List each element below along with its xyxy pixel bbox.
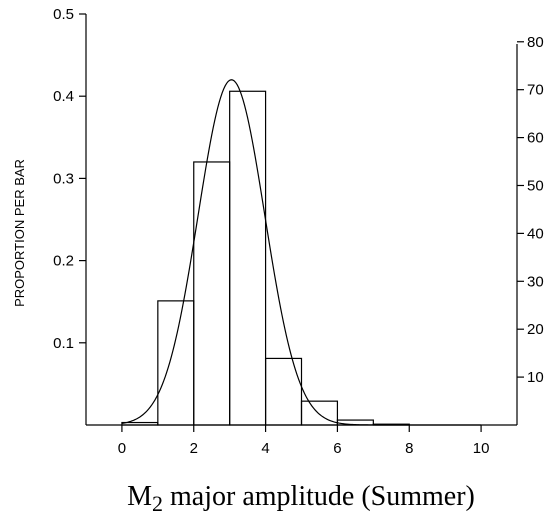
x-tick-label: 0 xyxy=(118,440,126,457)
x-tick-label: 8 xyxy=(405,440,413,457)
x-axis: 0 2 4 6 8 10 xyxy=(118,425,490,457)
y-right-tick-label: 40 xyxy=(527,225,544,242)
histogram-bars xyxy=(121,90,410,426)
x-tick-label: 10 xyxy=(473,440,490,457)
histogram-bar xyxy=(193,161,231,426)
histogram-bar xyxy=(157,300,195,426)
normal-curve xyxy=(121,79,482,426)
y-right-tick-label: 50 xyxy=(527,177,544,194)
y-left-tick-label: 0.2 xyxy=(53,253,74,270)
histogram-bar xyxy=(229,90,267,426)
y-right-tick-label: 70 xyxy=(527,82,544,99)
x-axis-title: M2 major amplitude (Summer) xyxy=(127,481,475,516)
x-axis-title-rest: major amplitude (Summer) xyxy=(163,481,475,512)
y-left-tick-label: 0.5 xyxy=(53,6,74,23)
y-right-tick-label: 20 xyxy=(527,321,544,338)
y-right-tick-label: 30 xyxy=(527,273,544,290)
x-tick-label: 6 xyxy=(333,440,341,457)
x-axis-title-main: M xyxy=(127,481,152,512)
y-left-tick-label: 0.3 xyxy=(53,170,74,187)
histogram-bar xyxy=(264,357,303,426)
normal-curve-layer xyxy=(121,79,482,426)
histogram-bar xyxy=(300,400,339,426)
x-tick-label: 4 xyxy=(261,440,269,457)
y-right-tick-label: 60 xyxy=(527,130,544,147)
y-axis-label-left: PROPORTION PER BAR xyxy=(12,159,27,307)
y-left-tick-label: 0.1 xyxy=(53,335,74,352)
x-tick-label: 2 xyxy=(190,440,198,457)
y-axis-right: 10 20 30 40 50 60 70 80 xyxy=(517,34,544,386)
y-left-tick-label: 0.4 xyxy=(53,88,74,105)
y-right-tick-label: 10 xyxy=(527,369,544,386)
x-axis-title-subscript: 2 xyxy=(152,491,163,516)
y-axis-left: 0.1 0.2 0.3 0.4 0.5 xyxy=(53,6,86,352)
y-right-tick-label: 80 xyxy=(527,34,544,51)
